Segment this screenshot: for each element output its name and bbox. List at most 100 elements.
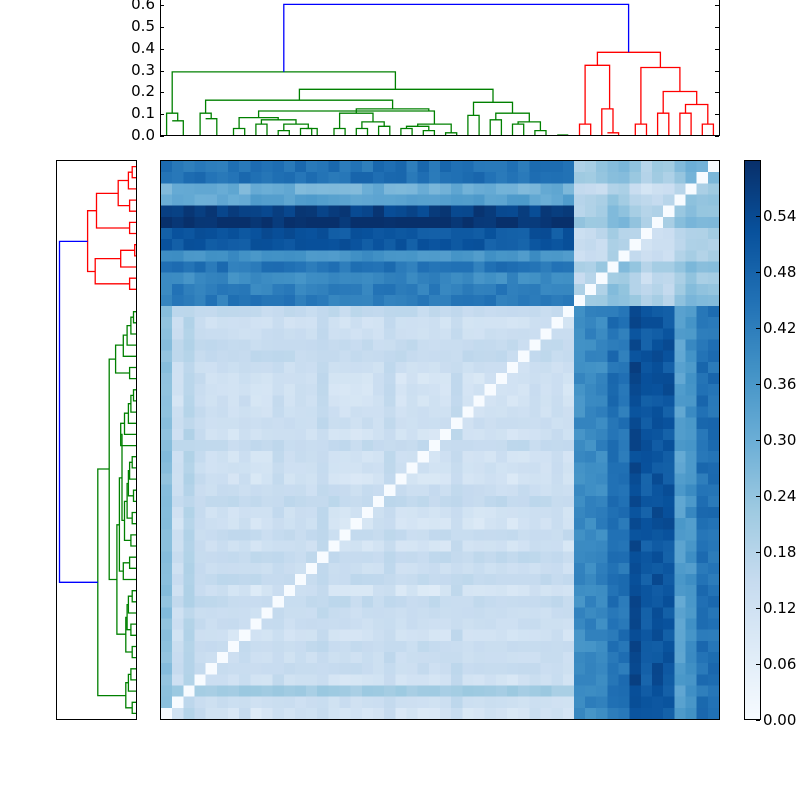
dendrogram-link [422, 129, 436, 135]
heatmap-cell [596, 462, 608, 474]
heatmap-cell [194, 585, 207, 597]
top-dendrogram-plot [165, 3, 715, 135]
heatmap-cell [317, 361, 329, 374]
heatmap-cell [540, 317, 553, 329]
heatmap-cell [205, 618, 218, 631]
heatmap-cell [328, 350, 341, 363]
heatmap-cell [283, 306, 296, 318]
heatmap-cell [674, 339, 687, 352]
heatmap-cell [573, 361, 586, 374]
heatmap-cell [696, 239, 709, 251]
heatmap-cell [640, 384, 653, 396]
heatmap-cell [629, 339, 642, 352]
heatmap-cell [406, 261, 419, 274]
heatmap-cell [172, 629, 184, 642]
heatmap-cell [518, 540, 530, 553]
heatmap-cell [585, 663, 597, 675]
heatmap-cell [440, 194, 452, 207]
heatmap-cell [428, 172, 441, 184]
heatmap-cell [629, 428, 642, 441]
heatmap-cell [227, 529, 240, 541]
heatmap-cell [473, 227, 486, 240]
heatmap-cell [451, 350, 463, 363]
heatmap-cell [395, 283, 408, 296]
heatmap-cell [339, 250, 352, 262]
heatmap-cell [216, 216, 229, 229]
heatmap-cell [328, 306, 341, 318]
heatmap-cell [428, 373, 441, 385]
heatmap-cell [596, 406, 608, 419]
heatmap-cell [384, 417, 396, 430]
tick-mark [160, 71, 164, 72]
tick-mark [715, 92, 719, 93]
heatmap-cell [317, 428, 329, 441]
dendrogram-link [131, 511, 136, 525]
heatmap-cell [227, 440, 240, 452]
dendrogram-link [132, 311, 136, 324]
heatmap-cell [261, 562, 274, 575]
heatmap-cell [640, 339, 653, 352]
heatmap-cell [562, 495, 575, 508]
heatmap-cell [484, 585, 497, 597]
heatmap-cell [585, 261, 597, 274]
heatmap-cell [361, 373, 374, 385]
heatmap-cell [306, 585, 318, 597]
heatmap-cell [663, 328, 675, 341]
heatmap-cell [239, 440, 251, 452]
heatmap-cell [696, 473, 709, 486]
heatmap-cell [261, 239, 274, 251]
heatmap-cell [529, 640, 541, 653]
heatmap-cell [361, 395, 374, 408]
heatmap-cell [495, 640, 508, 653]
heatmap-cell [652, 663, 664, 675]
heatmap-cell [306, 384, 318, 396]
heatmap-cell [216, 551, 229, 564]
heatmap-cell [663, 696, 675, 709]
heatmap-cell [227, 406, 240, 419]
heatmap-cell [618, 596, 631, 608]
heatmap-cell [529, 406, 541, 419]
heatmap-cell [183, 640, 195, 653]
heatmap-cell [573, 674, 586, 687]
heatmap-cell [239, 306, 251, 318]
heatmap-cell [495, 395, 508, 408]
heatmap-cell [518, 685, 530, 698]
heatmap-cell [306, 172, 318, 184]
heatmap-cell [428, 663, 441, 675]
heatmap-cell [250, 361, 262, 374]
heatmap-cell [440, 696, 452, 709]
heatmap-cell [428, 395, 441, 408]
heatmap-cell [395, 183, 408, 195]
heatmap-cell [618, 495, 631, 508]
heatmap-cell [339, 306, 352, 318]
heatmap-cell [283, 540, 296, 553]
heatmap-cell [216, 350, 229, 363]
heatmap-cell [585, 562, 597, 575]
tick-mark [715, 71, 719, 72]
heatmap-cell [674, 227, 687, 240]
heatmap-cell [227, 239, 240, 251]
heatmap-cell [596, 696, 608, 709]
heatmap-cell [373, 674, 385, 687]
heatmap-cell [417, 551, 430, 564]
heatmap-cell [607, 596, 620, 608]
heatmap-cell [384, 462, 396, 474]
heatmap-cell [529, 261, 541, 274]
heatmap-cell [484, 663, 497, 675]
heatmap-cell [707, 506, 719, 519]
heatmap-cell [484, 205, 497, 218]
heatmap-cell [663, 607, 675, 620]
dendrogram-link [132, 389, 136, 402]
heatmap-cell [685, 406, 698, 419]
heatmap-cell [652, 294, 664, 307]
heatmap-cell [462, 283, 474, 296]
heatmap-cell [585, 596, 597, 608]
heatmap-cell [451, 652, 463, 664]
heatmap-cell [272, 674, 285, 687]
heatmap-cell [529, 328, 541, 341]
heatmap-cell [685, 696, 698, 709]
heatmap-cell [685, 518, 698, 530]
heatmap-cell [596, 373, 608, 385]
dendrogram-link [607, 132, 620, 135]
heatmap-cell [428, 205, 441, 218]
